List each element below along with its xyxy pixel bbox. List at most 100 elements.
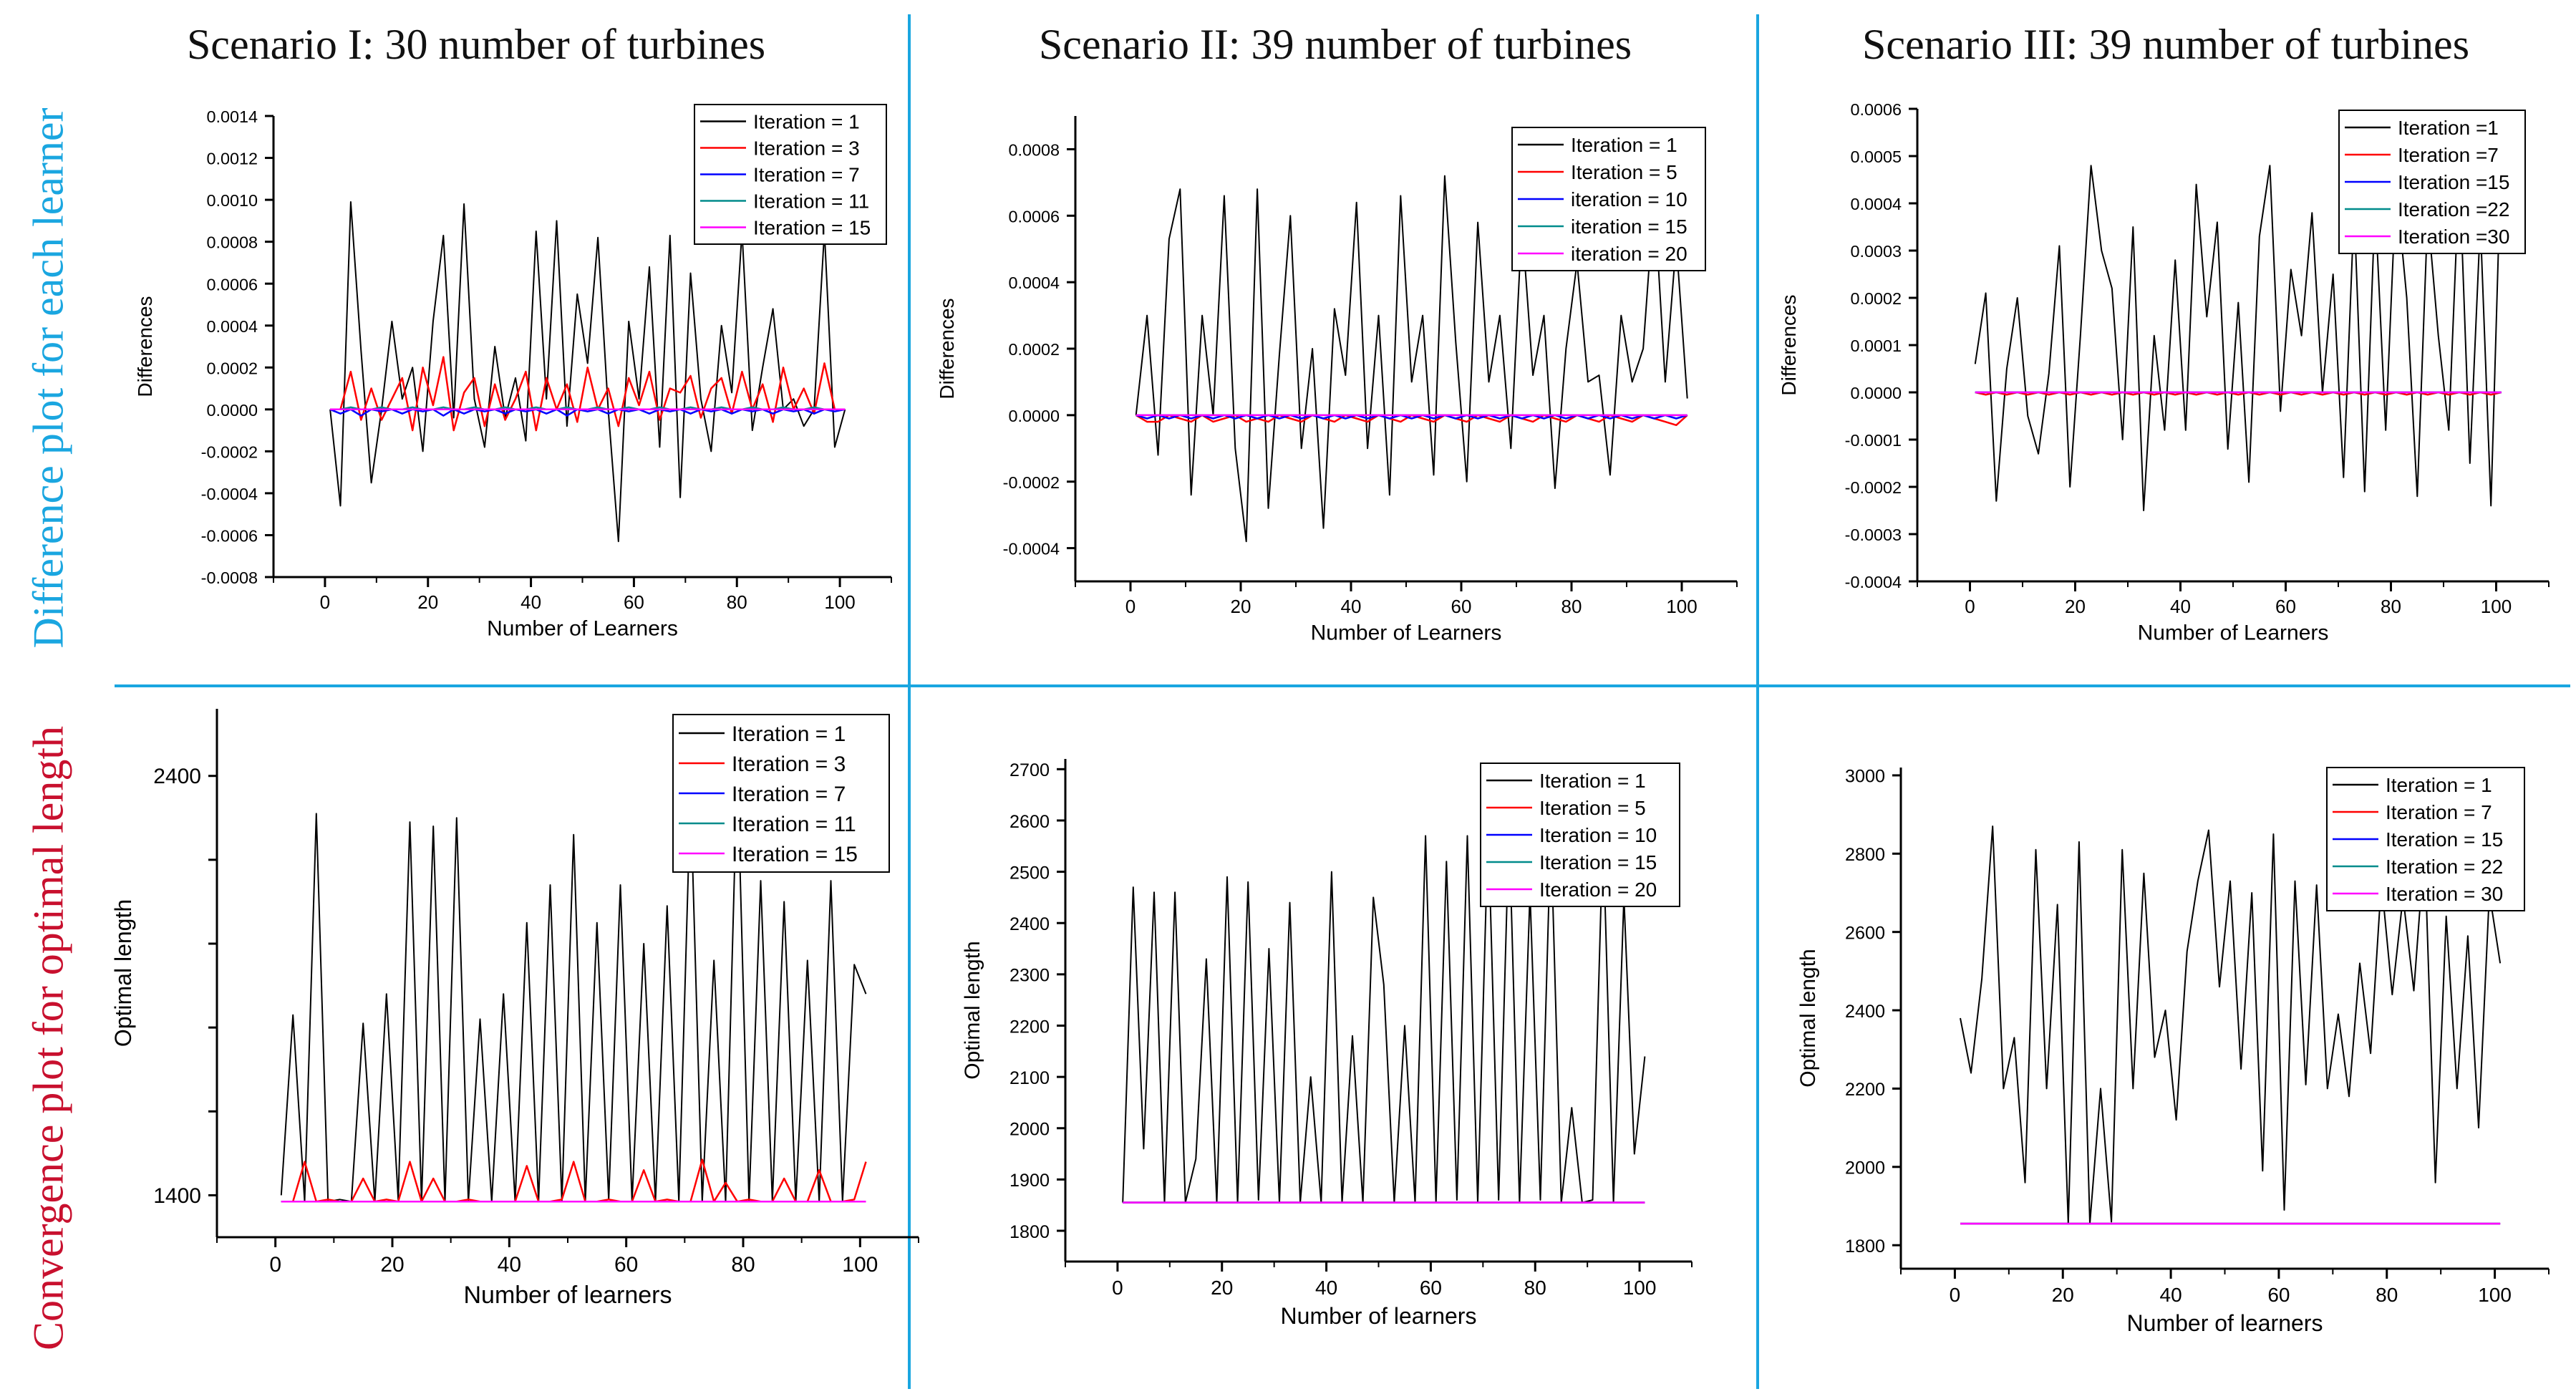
x-tick-label: 60 — [624, 591, 644, 613]
y-tick-label: -0.0002 — [1003, 473, 1060, 492]
x-axis-label: Number of learners — [2127, 1310, 2323, 1336]
y-tick-label: 0.0006 — [1850, 100, 1902, 119]
divider-vertical-1 — [908, 14, 911, 1389]
y-axis-label: Differences — [936, 298, 958, 399]
series-line-1 — [1122, 825, 1646, 1204]
y-tick-label: 2100 — [1009, 1068, 1050, 1088]
series-line-1 — [1960, 826, 2502, 1225]
series-line-2 — [330, 356, 846, 432]
x-tick-label: 40 — [520, 591, 541, 613]
x-axis-label: Number of Learners — [1311, 621, 1502, 645]
legend-label-5: Iteration = 15 — [732, 843, 858, 866]
x-tick-label: 100 — [1623, 1277, 1657, 1299]
x-tick-label: 40 — [1341, 596, 1362, 617]
y-tick-label: 2600 — [1009, 812, 1050, 832]
y-tick-label: 0.0008 — [206, 233, 258, 252]
y-axis-label: Differences — [1778, 294, 1800, 395]
legend-label-1: Iteration = 1 — [732, 722, 846, 746]
y-axis-label: Optimal length — [110, 899, 136, 1047]
y-tick-label: 0.0008 — [1008, 141, 1060, 160]
legend-label-1: Iteration = 1 — [2386, 774, 2492, 796]
x-axis-label: Number of learners — [463, 1282, 672, 1309]
x-tick-label: 20 — [1231, 596, 1251, 617]
chart-panel-top-right: 0 20 40 60 80 100 -0.0004 -0.0003 -0.0002 -0.0001… — [1778, 100, 2550, 645]
y-tick-label: 0.0004 — [1850, 195, 1902, 213]
x-tick-label: 60 — [1420, 1277, 1442, 1299]
y-tick-label: 0.0010 — [206, 191, 258, 210]
x-tick-label: 0 — [1125, 596, 1136, 617]
legend: Iteration = 1 Iteration = 3 Iteration = 7 I… — [672, 714, 890, 873]
legend-label-2: Iteration = 7 — [2386, 801, 2492, 823]
y-tick-label: 0.0000 — [1850, 384, 1902, 402]
divider-vertical-2 — [1756, 14, 1759, 1389]
x-tick-label: 80 — [731, 1253, 755, 1277]
x-tick-label: 0 — [269, 1253, 281, 1277]
x-tick-label: 40 — [2170, 596, 2191, 617]
legend-label-4: Iteration = 11 — [732, 813, 856, 836]
legend-label-2: Iteration = 3 — [753, 137, 860, 160]
y-tick-label: 2000 — [1009, 1120, 1050, 1140]
x-tick-label: 100 — [2481, 596, 2512, 617]
x-tick-label: 100 — [2478, 1284, 2512, 1306]
legend-label-3: Iteration = 7 — [732, 783, 846, 806]
x-tick-label: 0 — [1112, 1277, 1123, 1299]
y-tick-label: -0.0008 — [201, 568, 258, 587]
x-tick-label: 60 — [2267, 1284, 2290, 1306]
chart-panel-top-middle: 0 20 40 60 80 100 -0.0004 -0.0002 0.0000 0.0002 0.… — [936, 116, 1738, 645]
legend-label-5: Iteration = 20 — [1539, 878, 1657, 901]
y-tick-label: 2800 — [1845, 845, 1885, 865]
y-tick-label: 2500 — [1009, 863, 1050, 883]
legend-label-1: Iteration =1 — [2398, 117, 2499, 139]
y-tick-label: -0.0002 — [1845, 478, 1902, 497]
column-title-scenario-1: Scenario I: 30 number of turbines — [186, 21, 766, 68]
series-line-2 — [281, 1158, 867, 1203]
legend-label-2: Iteration = 5 — [1539, 797, 1646, 819]
series-line-1 — [329, 201, 846, 543]
y-tick-label: 2000 — [1845, 1158, 1885, 1178]
legend-label-4: Iteration = 15 — [1539, 851, 1657, 873]
x-tick-label: 20 — [380, 1253, 404, 1277]
y-tick-label: 3000 — [1845, 767, 1885, 787]
y-tick-label: 2300 — [1009, 966, 1050, 986]
legend-label-4: Iteration = 11 — [753, 190, 869, 213]
x-tick-label: 0 — [1965, 596, 1975, 617]
y-axis-label: Optimal length — [961, 941, 984, 1079]
chart-panel-bottom-middle: 0 20 40 60 80 100 1800 1900 2000 2100 2200 2300 2400… — [961, 759, 1693, 1329]
x-axis-label: Number of Learners — [2138, 621, 2329, 645]
column-title-scenario-2: Scenario II: 39 number of turbines — [1038, 21, 1632, 68]
x-tick-label: 80 — [2381, 596, 2401, 617]
y-tick-label: 0.0012 — [206, 150, 258, 168]
y-tick-label: -0.0006 — [201, 527, 258, 546]
x-tick-label: 80 — [1561, 596, 1582, 617]
y-tick-label: 1800 — [1009, 1222, 1050, 1242]
legend: Iteration = 1 Iteration = 7 Iteration = 15… — [2326, 767, 2525, 911]
y-tick-label: 2400 — [1845, 1002, 1885, 1022]
legend-label-3: Iteration =15 — [2398, 171, 2509, 193]
legend-label-2: Iteration = 5 — [1571, 161, 1677, 183]
y-tick-label: 2400 — [153, 765, 201, 788]
column-title-scenario-3: Scenario III: 39 number of turbines — [1861, 21, 2470, 68]
y-tick-label: 1900 — [1009, 1171, 1050, 1191]
y-tick-label: 0.0001 — [1850, 337, 1902, 355]
y-tick-label: 0.0003 — [1850, 242, 1902, 261]
y-tick-label: -0.0004 — [1003, 540, 1060, 558]
y-tick-label: 1400 — [153, 1184, 201, 1208]
y-tick-label: -0.0003 — [1845, 526, 1902, 544]
series-line-3 — [329, 408, 846, 417]
y-tick-label: 0.0005 — [1850, 147, 1902, 166]
series-line-3 — [1136, 414, 1688, 420]
legend-label-5: iteration = 20 — [1571, 243, 1688, 265]
legend-label-4: Iteration =22 — [2398, 198, 2509, 221]
y-tick-label: 0.0000 — [206, 401, 258, 420]
legend-label-3: Iteration = 7 — [753, 164, 860, 186]
y-tick-label: -0.0004 — [1845, 573, 1902, 591]
x-tick-label: 60 — [614, 1253, 638, 1277]
x-tick-label: 100 — [824, 591, 855, 613]
chart-panel-bottom-left: 0 20 40 60 80 100 1400 2400 Number of learners Op… — [110, 709, 919, 1309]
chart-panel-bottom-right: 0 20 40 60 80 100 1800 2000 2200 2400 2600 2800 3000… — [1796, 767, 2550, 1336]
x-tick-label: 0 — [1950, 1284, 1961, 1306]
y-tick-label: -0.0001 — [1845, 431, 1902, 450]
legend-label-1: Iteration = 1 — [1539, 770, 1646, 792]
x-tick-label: 100 — [842, 1253, 878, 1277]
